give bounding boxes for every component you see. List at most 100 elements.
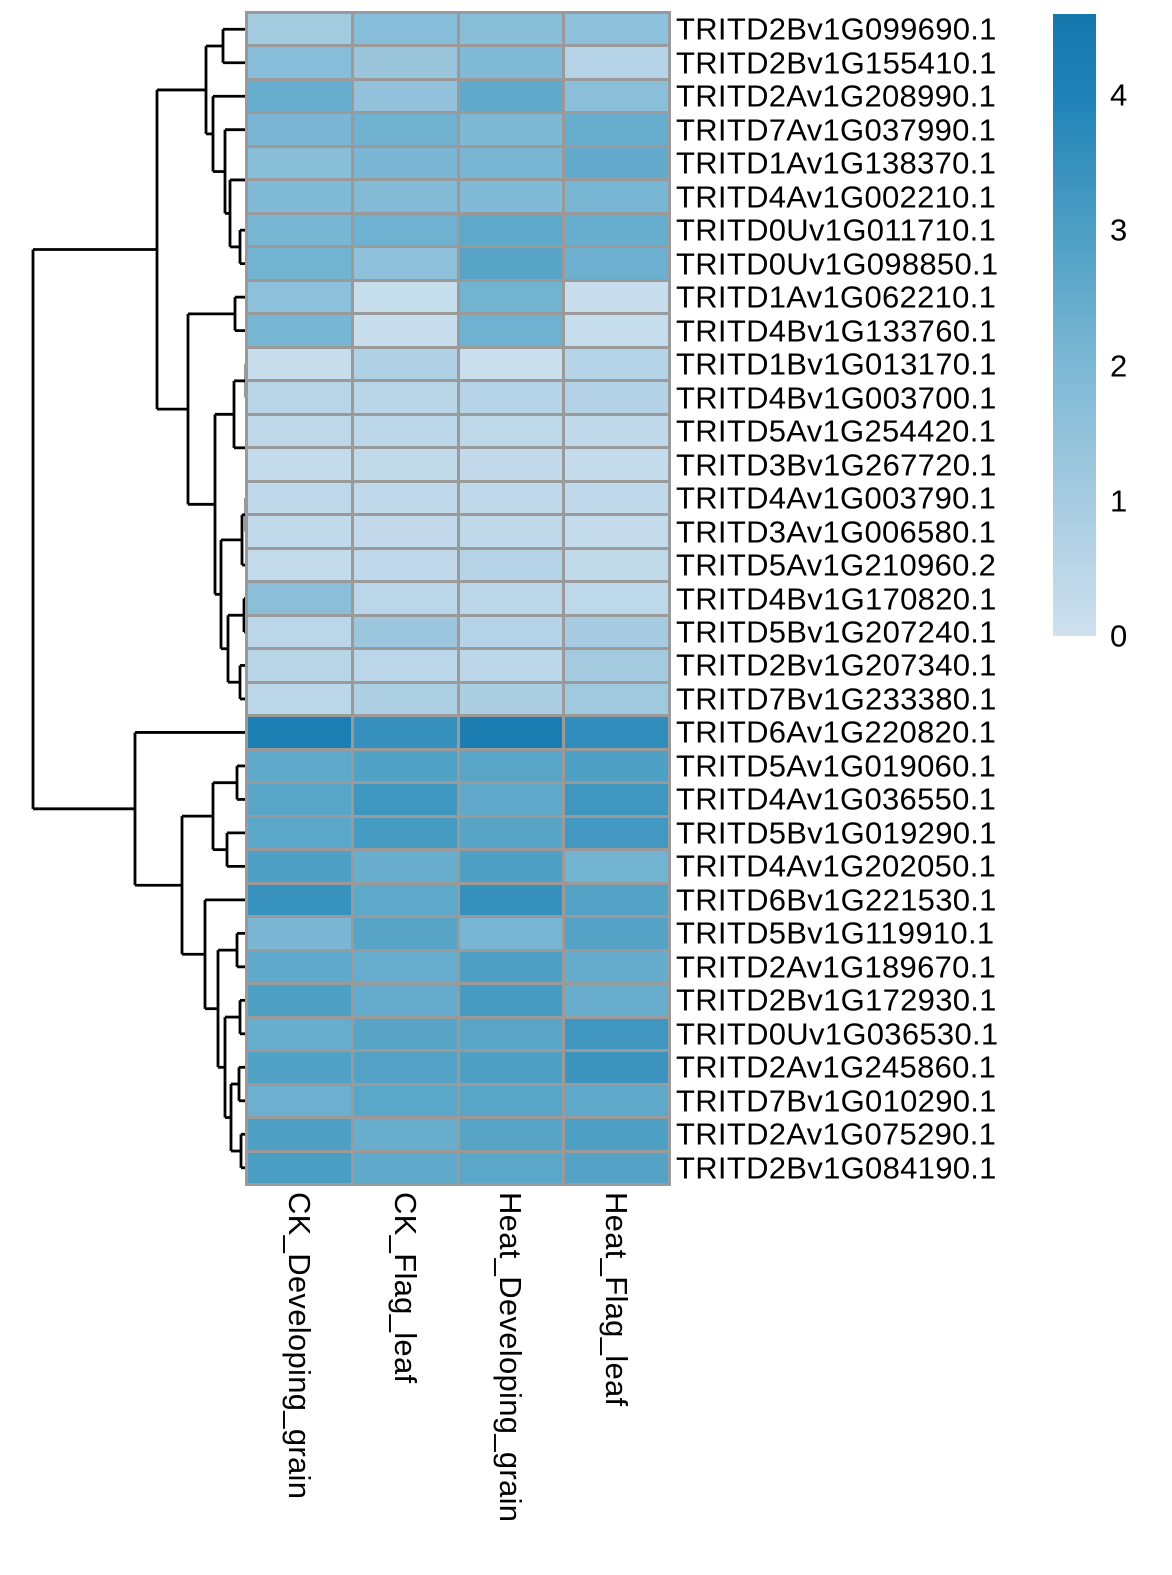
heatmap-cell: [248, 348, 351, 380]
heatmap-cell: [248, 683, 351, 715]
heatmap-cell: [459, 281, 563, 313]
legend-tick-label: 4: [1110, 77, 1128, 113]
row-label: TRITD5Av1G019060.1: [676, 748, 997, 784]
heatmap-cell: [459, 1018, 563, 1050]
heatmap-cell: [248, 1085, 351, 1116]
heatmap-cell: [565, 683, 668, 715]
heatmap-cell: [459, 1052, 563, 1083]
heatmap-cell: [565, 248, 668, 279]
heatmap-cell: [353, 14, 457, 45]
heatmap-cell: [353, 750, 457, 782]
heatmap-cell: [565, 348, 668, 380]
row-label: TRITD4Av1G036550.1: [676, 781, 997, 817]
heatmap-cell: [353, 583, 457, 614]
heatmap-cell: [248, 784, 351, 815]
row-label: TRITD6Bv1G221530.1: [676, 882, 997, 918]
heatmap-cell: [459, 549, 563, 581]
heatmap-cell: [459, 516, 563, 547]
row-label: TRITD5Bv1G019290.1: [676, 815, 997, 851]
heatmap-cell: [565, 516, 668, 547]
heatmap-cell: [565, 114, 668, 145]
heatmap-cell: [565, 80, 668, 112]
heatmap-cell: [248, 884, 351, 916]
legend-tick-label: 0: [1110, 618, 1128, 654]
row-label: TRITD2Bv1G172930.1: [676, 982, 997, 1018]
heatmap-cell: [459, 214, 563, 246]
heatmap-cell: [353, 717, 457, 748]
column-label: CK_Flag_leaf: [387, 1192, 423, 1384]
heatmap-cell: [565, 650, 668, 681]
row-label: TRITD4Av1G002210.1: [676, 179, 997, 215]
row-label: TRITD7Bv1G233380.1: [676, 681, 997, 717]
heatmap-cell: [248, 918, 351, 949]
heatmap-cell: [353, 449, 457, 480]
heatmap-cell: [565, 47, 668, 78]
heatmap-cell: [248, 147, 351, 179]
heatmap-cell: [248, 181, 351, 212]
row-label: TRITD2Bv1G084190.1: [676, 1150, 997, 1186]
heatmap-cell: [353, 315, 457, 346]
row-label: TRITD2Av1G208990.1: [676, 78, 997, 114]
row-label: TRITD2Bv1G155410.1: [676, 45, 997, 81]
heatmap-cell: [248, 281, 351, 313]
row-label: TRITD3Av1G006580.1: [676, 514, 997, 550]
column-label: Heat_Flag_leaf: [599, 1192, 635, 1407]
heatmap-cell: [459, 683, 563, 715]
heatmap-cell: [459, 817, 563, 849]
legend-tick-label: 1: [1110, 483, 1128, 519]
heatmap-cell: [459, 1119, 563, 1150]
heatmap-cell: [353, 1052, 457, 1083]
heatmap-cell: [248, 449, 351, 480]
heatmap-cell: [248, 248, 351, 279]
heatmap-cell: [353, 516, 457, 547]
row-label: TRITD2Av1G075290.1: [676, 1116, 997, 1152]
heatmap-cell: [353, 1085, 457, 1116]
heatmap-cell: [353, 47, 457, 78]
heatmap-cell: [459, 315, 563, 346]
heatmap-cell: [248, 650, 351, 681]
heatmap-cell: [565, 985, 668, 1016]
row-label: TRITD0Uv1G098850.1: [676, 246, 999, 282]
heatmap-cell: [565, 817, 668, 849]
heatmap-cell: [353, 549, 457, 581]
heatmap-cell: [459, 415, 563, 447]
heatmap-cell: [459, 382, 563, 413]
heatmap-cell: [353, 348, 457, 380]
heatmap-cell: [248, 549, 351, 581]
row-label: TRITD5Bv1G207240.1: [676, 614, 997, 650]
heatmap-cell: [248, 1052, 351, 1083]
heatmap-cell: [565, 583, 668, 614]
heatmap-cell: [565, 315, 668, 346]
heatmap-cell: [459, 181, 563, 212]
heatmap-cell: [248, 1018, 351, 1050]
row-label: TRITD4Av1G202050.1: [676, 848, 997, 884]
heatmap-grid: [245, 11, 671, 1186]
heatmap-cell: [353, 181, 457, 212]
heatmap-cell: [353, 683, 457, 715]
heatmap-cell: [459, 14, 563, 45]
heatmap-cell: [353, 80, 457, 112]
row-label: TRITD2Bv1G207340.1: [676, 647, 997, 683]
heatmap-cell: [459, 1085, 563, 1116]
heatmap-cell: [353, 281, 457, 313]
heatmap-cell: [459, 114, 563, 145]
heatmap-cell: [353, 114, 457, 145]
row-label: TRITD2Av1G245860.1: [676, 1049, 997, 1085]
row-label: TRITD4Bv1G003700.1: [676, 380, 997, 416]
row-label: TRITD2Bv1G099690.1: [676, 11, 997, 47]
row-label: TRITD4Bv1G133760.1: [676, 313, 997, 349]
heatmap-cell: [459, 985, 563, 1016]
heatmap-cell: [248, 951, 351, 983]
heatmap-cell: [353, 884, 457, 916]
heatmap-cell: [565, 214, 668, 246]
heatmap-cell: [248, 214, 351, 246]
heatmap-cell: [565, 549, 668, 581]
row-label: TRITD2Av1G189670.1: [676, 949, 997, 985]
heatmap-cell: [565, 449, 668, 480]
heatmap-cell: [565, 1018, 668, 1050]
heatmap-cell: [353, 147, 457, 179]
heatmap-cell: [459, 951, 563, 983]
row-label: TRITD6Av1G220820.1: [676, 714, 997, 750]
heatmap-cell: [459, 248, 563, 279]
heatmap-cell: [353, 415, 457, 447]
